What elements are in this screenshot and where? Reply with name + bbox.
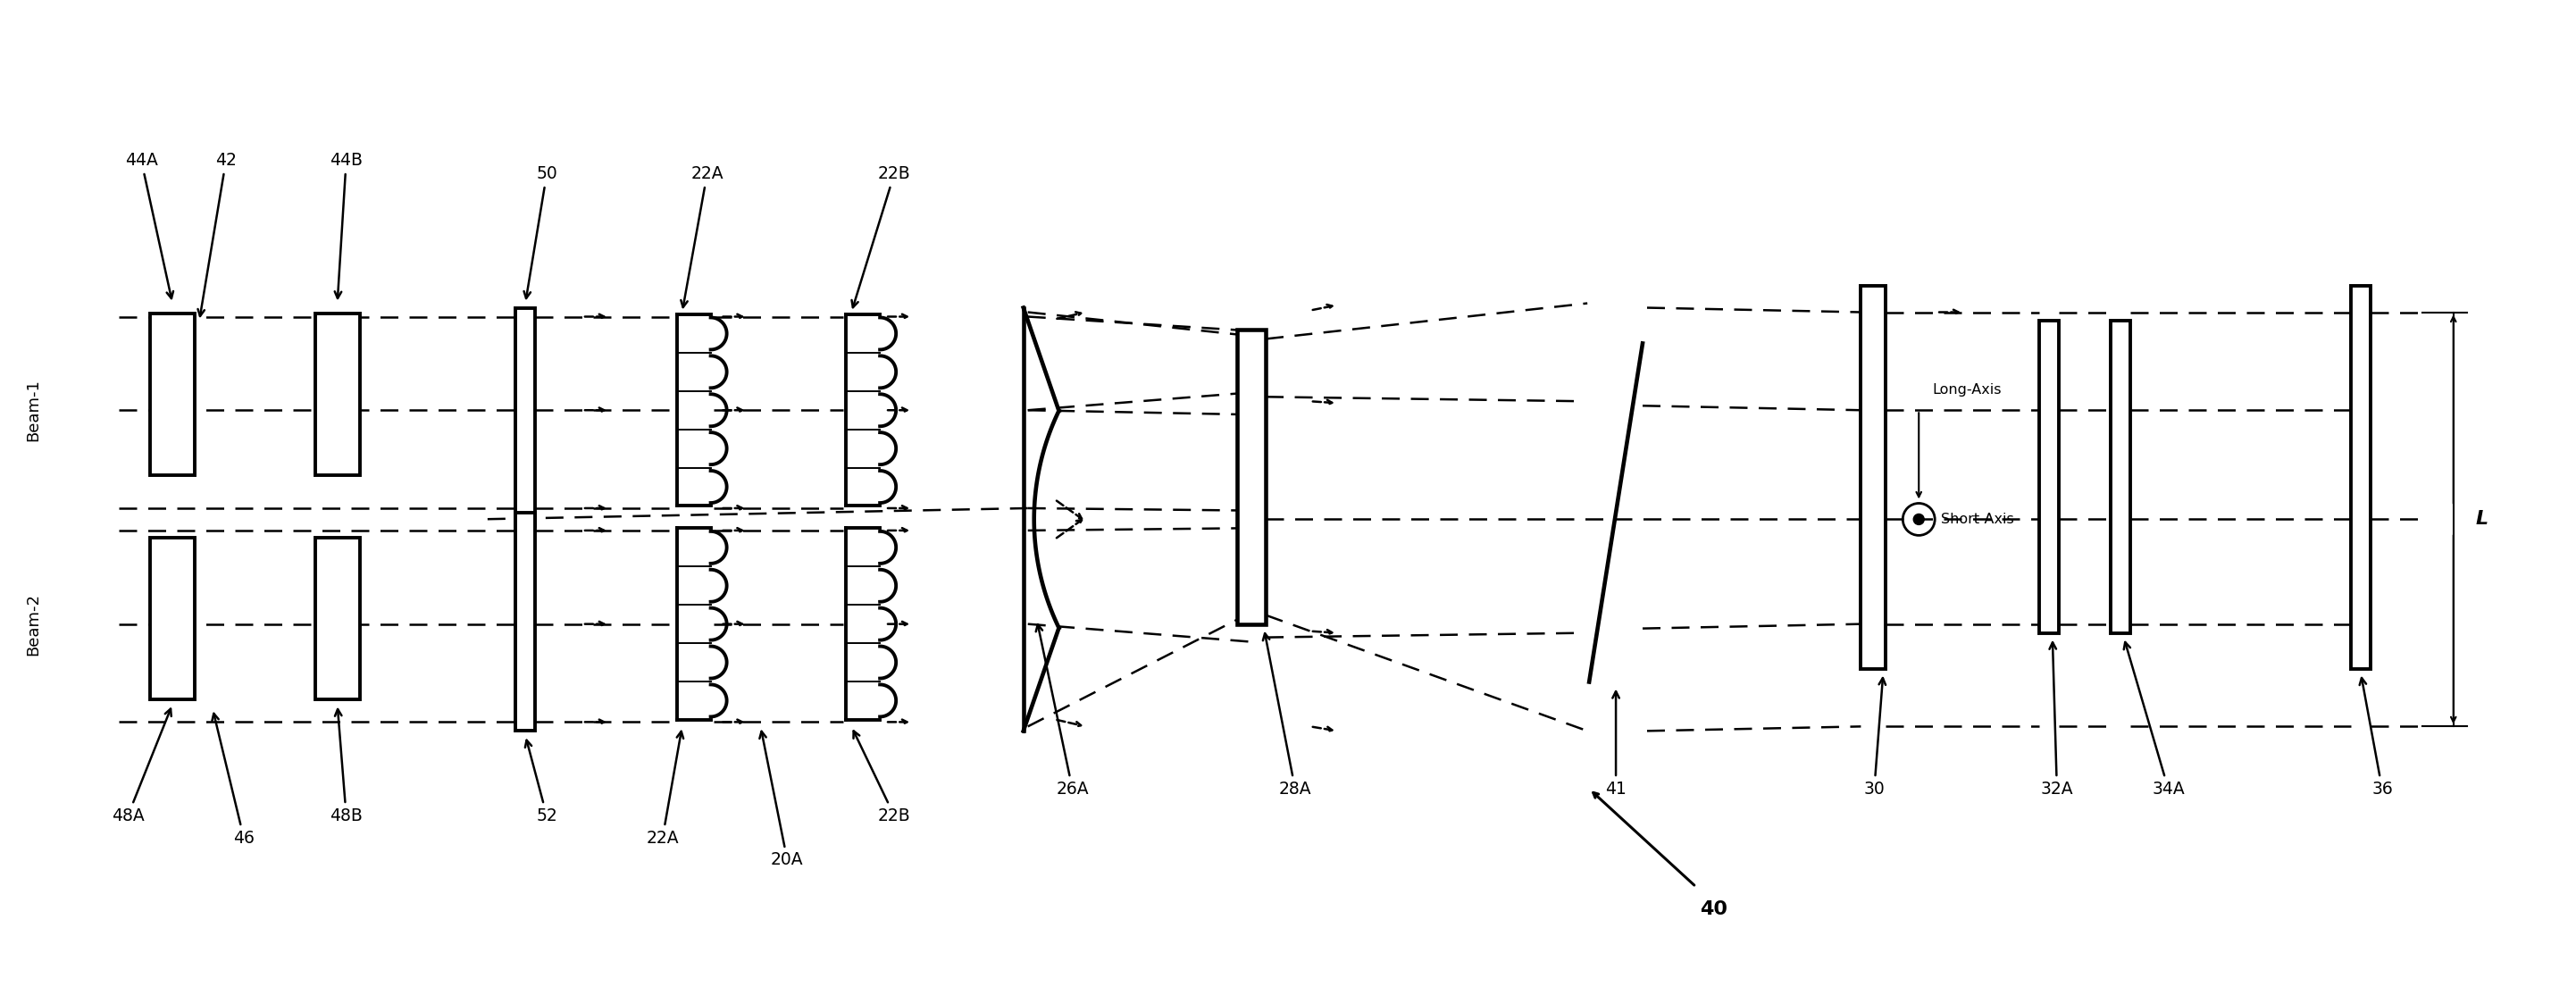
Text: Short-Axis: Short-Axis [1942, 512, 2014, 526]
Text: 44B: 44B [330, 152, 363, 298]
Bar [149, 537, 196, 699]
Text: L: L [2476, 510, 2488, 528]
Bar [2352, 286, 2370, 669]
Bar [314, 537, 361, 699]
Text: 22A: 22A [680, 165, 724, 307]
Bar [515, 307, 536, 526]
Text: 42: 42 [198, 152, 237, 316]
Text: 48A: 48A [111, 708, 170, 824]
Text: 22A: 22A [647, 731, 683, 847]
Text: 22B: 22B [853, 731, 909, 824]
Text: 22B: 22B [853, 165, 909, 307]
Circle shape [1914, 514, 1924, 524]
Text: 41: 41 [1605, 692, 1625, 797]
Text: 34A: 34A [2123, 642, 2184, 797]
Bar [1236, 330, 1265, 624]
Bar [2040, 321, 2058, 633]
Text: 48B: 48B [330, 709, 363, 824]
Text: 20A: 20A [760, 731, 804, 869]
Bar [515, 512, 536, 731]
Bar [314, 313, 361, 476]
Bar [149, 313, 196, 476]
Text: 52: 52 [526, 740, 556, 824]
Text: 36: 36 [2360, 678, 2393, 797]
Bar [1860, 286, 1886, 669]
Text: 44A: 44A [124, 152, 173, 298]
Bar [2110, 321, 2130, 633]
Text: Beam-1: Beam-1 [26, 379, 41, 442]
Text: 30: 30 [1862, 678, 1886, 797]
Text: 28A: 28A [1262, 634, 1311, 797]
Text: 50: 50 [523, 165, 556, 298]
Text: Beam-2: Beam-2 [26, 593, 41, 656]
Text: 26A: 26A [1036, 625, 1090, 797]
Text: 32A: 32A [2040, 643, 2074, 797]
Text: Long-Axis: Long-Axis [1932, 383, 2002, 397]
Text: 46: 46 [211, 713, 255, 847]
Text: 40: 40 [1700, 900, 1728, 918]
